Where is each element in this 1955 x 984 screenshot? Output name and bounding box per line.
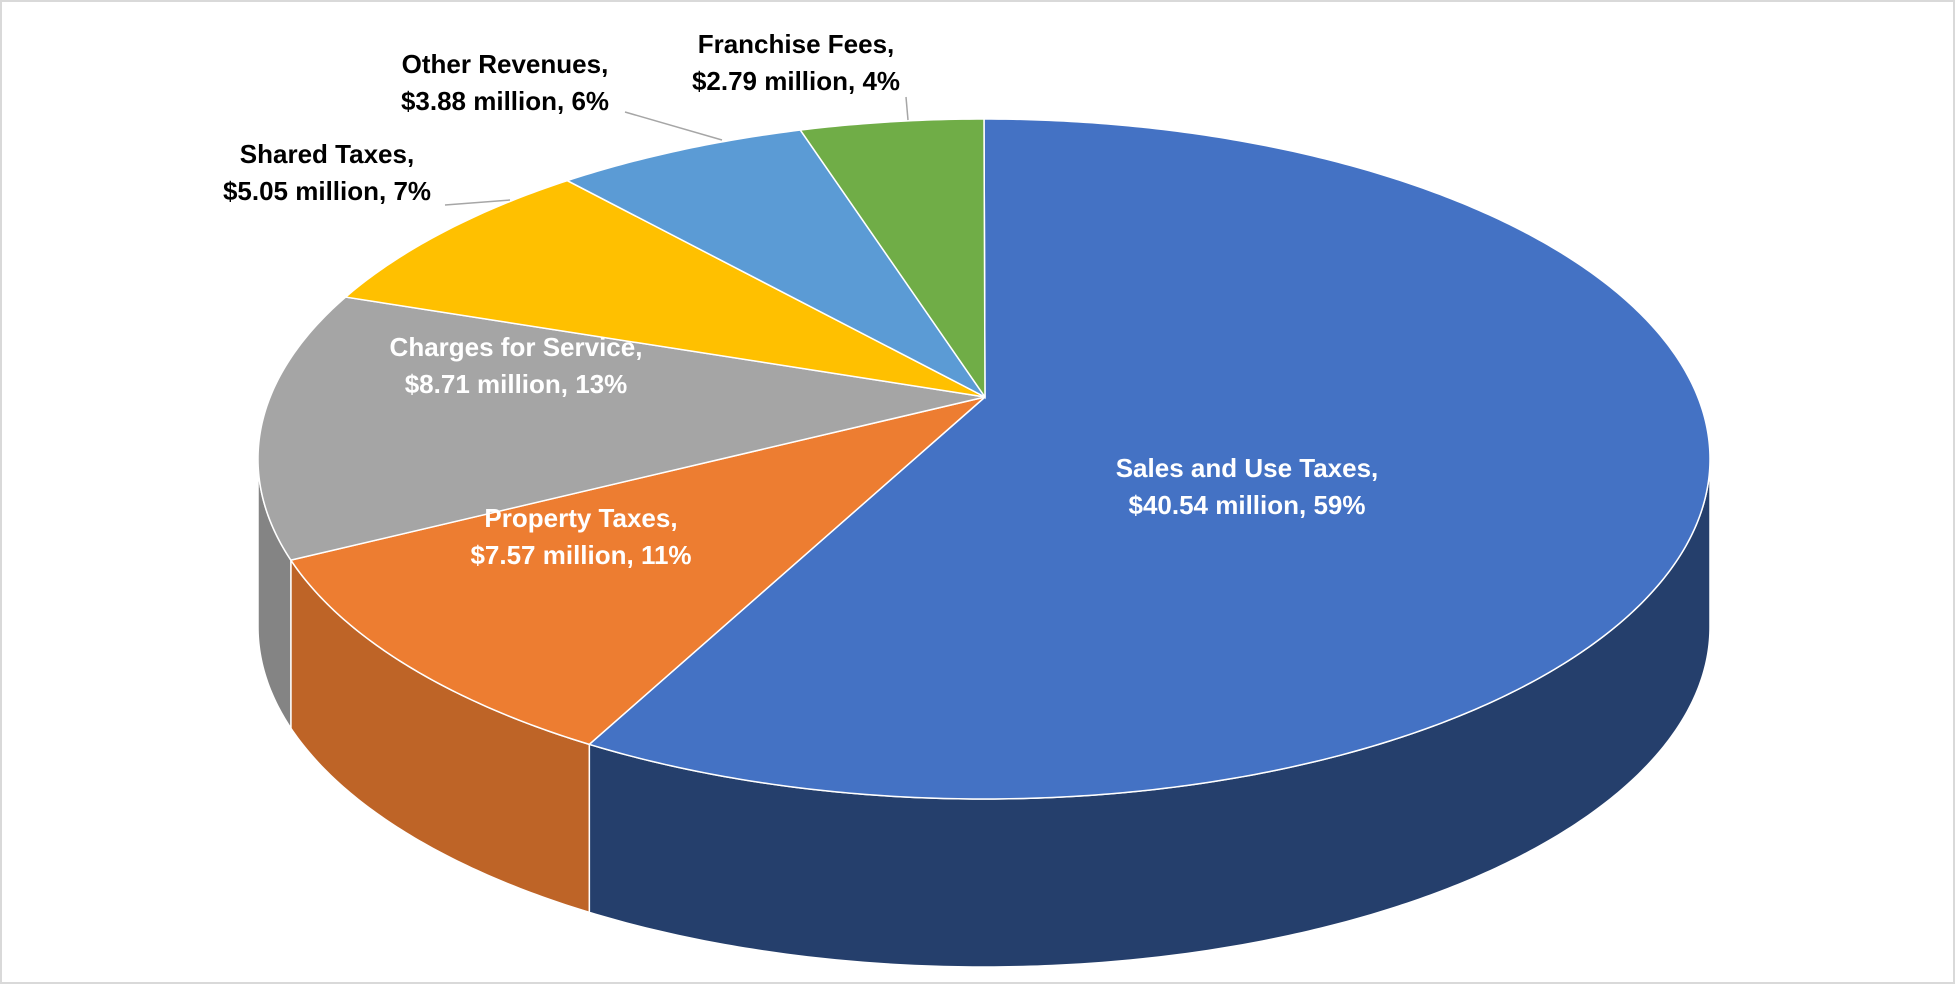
- slice: [289, 396, 986, 746]
- leader-line: [624, 111, 723, 141]
- data-label-value: $7.57 million, 11%: [470, 540, 691, 570]
- slice: [799, 118, 986, 400]
- data-label-name: Charges for Service,: [390, 332, 643, 362]
- data-label-value: $40.54 million, 59%: [1128, 490, 1365, 520]
- slice: [587, 118, 1711, 800]
- labels: Sales and Use Taxes, $40.54 million, 59% P…: [223, 29, 1378, 570]
- slices: [257, 118, 1711, 800]
- data-label-name: Sales and Use Taxes,: [1116, 453, 1379, 483]
- data-label-value: $5.05 million, 7%: [223, 176, 431, 206]
- data-label-name: Shared Taxes,: [240, 139, 414, 169]
- data-label-name: Property Taxes,: [484, 503, 677, 533]
- data-label-name: Franchise Fees,: [698, 29, 895, 59]
- leader-line: [905, 96, 909, 121]
- slice: [343, 179, 986, 398]
- slice: [257, 296, 986, 561]
- data-label-value: $2.79 million, 4%: [692, 66, 900, 96]
- data-label-name: Other Revenues,: [402, 49, 609, 79]
- leader-line: [444, 199, 511, 206]
- data-label-value: $8.71 million, 13%: [405, 369, 628, 399]
- slice: [565, 129, 986, 398]
- data-label-value: $3.88 million, 6%: [401, 86, 609, 116]
